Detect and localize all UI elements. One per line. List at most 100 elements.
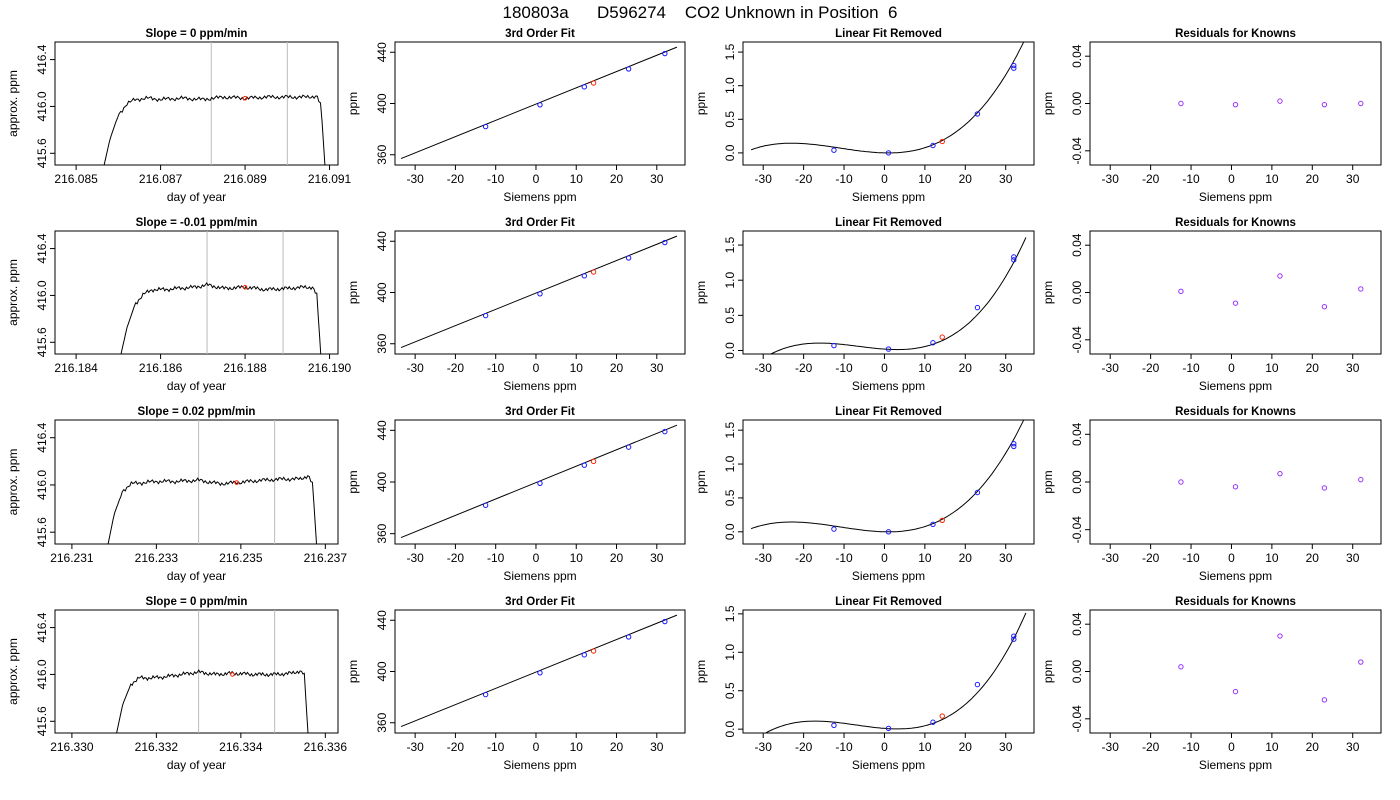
plot-area [120,231,322,354]
x-tick-label: 30 [999,551,1013,565]
unknown-sample-point [939,334,945,340]
residual-point [1321,697,1328,703]
panel-title: Residuals for Knowns [1175,28,1296,40]
x-tick-label: -10 [487,361,505,375]
known-standard-point [1011,636,1017,642]
y-axis-label: ppm [694,281,708,304]
unknown-sample-point [234,480,239,485]
y-tick-label: 360 [375,712,389,732]
x-tick-label: 216.091 [308,172,352,186]
x-tick-label: 30 [650,361,664,375]
known-standard-point [885,529,892,535]
y-tick-label: 1.0 [723,644,737,661]
x-tick-label: 10 [1265,740,1279,754]
y-tick-label: 440 [375,231,389,251]
known-standard-point [930,340,936,346]
x-tick-label: 10 [918,172,932,186]
panel-title: Residuals for Knowns [1175,596,1296,608]
x-tick-label: 30 [650,551,664,565]
known-standard-point [662,428,668,435]
x-tick-label: -10 [1182,172,1200,186]
x-tick-label: -20 [1142,740,1160,754]
x-tick-label: 10 [570,740,584,754]
unknown-sample-point [590,648,597,654]
y-axis-label: ppm [1041,470,1055,493]
x-tick-label: 30 [999,361,1013,375]
x-tick-label: 10 [918,551,932,565]
known-standard-point [625,634,632,640]
known-standard-point [974,111,981,117]
y-tick-label: 416.4 [35,612,49,642]
unknown-sample-point [590,269,597,275]
residual-point [1277,470,1283,477]
x-axis-label: Siemens ppm [852,758,925,772]
x-axis-label: day of year [167,190,226,204]
plot-frame [742,230,1035,355]
known-standard-point [1011,65,1017,71]
x-tick-label: -30 [1102,551,1120,565]
x-tick-label: 20 [959,361,973,375]
plot-frame [54,41,339,166]
x-axis-label: Siemens ppm [1199,379,1272,393]
x-tick-label: 0 [1228,551,1235,565]
known-standard-point [831,147,837,153]
x-tick-label: 0 [1228,172,1235,186]
x-tick-label: 216.087 [139,172,183,186]
chart-panel-1-0: Slope = -0.01 ppm/min 216.184 216.186 216.1… [6,217,352,393]
x-tick-label: 10 [1265,551,1279,565]
x-tick-label: 30 [1346,740,1360,754]
y-tick-label: 0.04 [1070,612,1084,636]
x-tick-label: -30 [1102,361,1120,375]
x-tick-label: -10 [487,551,505,565]
x-tick-label: 0 [881,172,888,186]
residual-point [1178,288,1184,295]
x-axis-label: Siemens ppm [1199,190,1272,204]
y-tick-label: 440 [375,610,389,630]
x-tick-label: -10 [1182,740,1200,754]
plot-area [400,614,678,728]
unknown-sample-point [242,95,248,101]
x-tick-label: 216.233 [135,551,179,565]
x-tick-label: 0 [533,740,540,754]
y-tick-label: 360 [375,144,389,164]
known-standard-point [625,444,632,450]
known-standard-point [974,304,981,311]
chart-panel-0-1: 3rd Order Fit -30 -20 -10 0 10 20 30 360 400 440 Si… [346,28,686,204]
x-axis-label: day of year [167,758,226,772]
plot-area [400,424,678,539]
y-tick-label: 1.0 [723,77,737,94]
residual-point [1232,484,1239,490]
x-tick-label: 216.330 [50,740,94,754]
known-standard-point [974,681,981,688]
y-tick-label: -0.04 [1070,326,1084,354]
x-tick-label: -30 [1102,740,1120,754]
y-tick-label: 416.4 [35,44,49,74]
series-line [107,475,318,544]
chart-panel-0-3: Residuals for Knowns -30 -20 -10 0 10 20 30 -0.0… [1041,28,1382,204]
residual-point [1277,98,1283,104]
panel-title: Linear Fit Removed [835,596,942,608]
y-axis-label: approx. ppm [6,70,20,137]
y-tick-label: 0.00 [1070,91,1084,115]
x-tick-label: 216.186 [139,361,183,375]
plot-frame [394,609,686,734]
plot-frame [54,609,339,734]
known-standard-point [1011,633,1017,639]
known-standard-point [482,312,489,319]
chart-panel-2-0: Slope = 0.02 ppm/min 216.231 216.233 216.23… [6,406,347,583]
panel-title: Linear Fit Removed [835,28,942,40]
series-line [120,281,322,354]
panel-title: 3rd Order Fit [505,406,575,418]
x-tick-label: -20 [795,172,813,186]
known-standard-point [930,521,936,528]
y-tick-label: 1.0 [723,272,737,289]
x-tick-label: 20 [1306,551,1320,565]
x-tick-label: -20 [447,172,465,186]
x-tick-label: 216.190 [308,361,352,375]
y-tick-label: 0.5 [723,489,737,506]
x-tick-label: 20 [610,172,624,186]
y-axis-label: ppm [694,470,708,493]
y-tick-label: 0.0 [723,342,737,359]
plot-frame [394,230,686,355]
unknown-sample-point [939,713,945,719]
